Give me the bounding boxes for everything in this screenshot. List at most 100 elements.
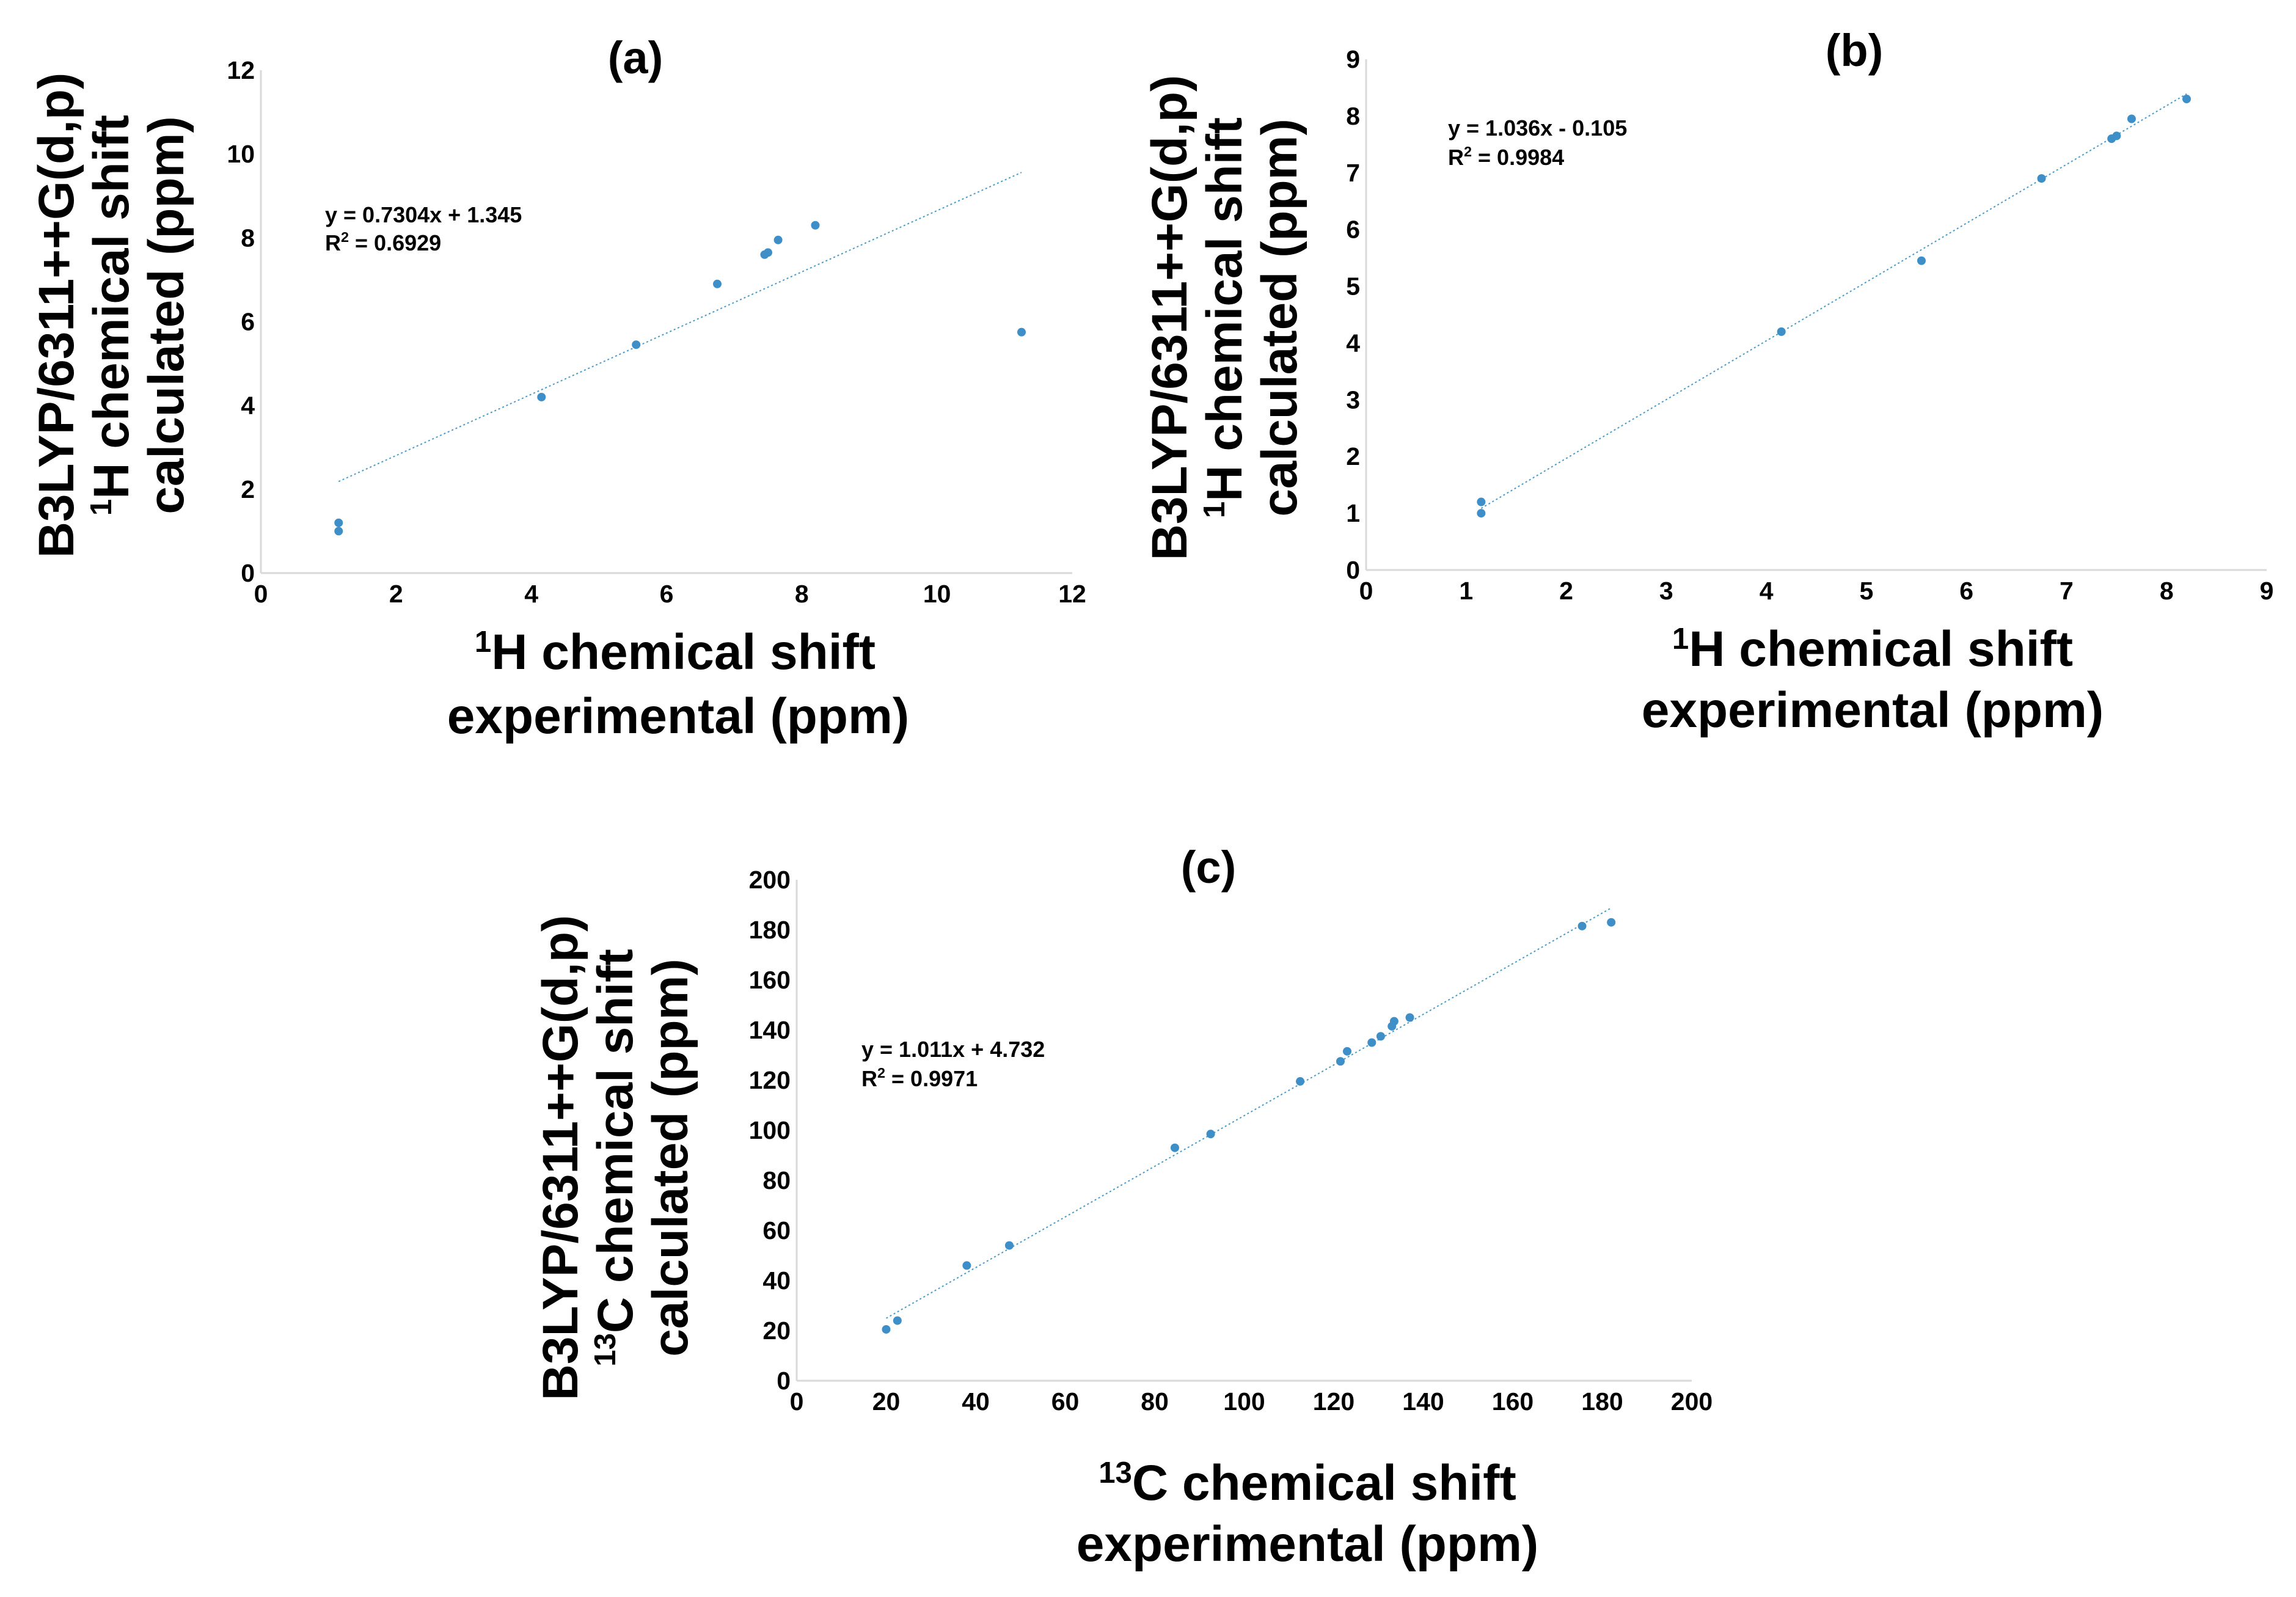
data-point	[537, 392, 546, 401]
x-tick-label: 80	[1141, 1387, 1169, 1416]
data-point	[811, 221, 820, 230]
x-tick-label: 1	[1459, 577, 1473, 605]
y-tick-label: 3	[1346, 386, 1360, 414]
r-squared-c-sup: 2	[877, 1065, 885, 1081]
data-point	[893, 1316, 902, 1325]
data-point	[632, 340, 641, 349]
data-point	[2127, 114, 2136, 123]
y-axis-label-b-line1: B3LYP/6311++G(d,p)	[1142, 75, 1197, 561]
y-tick-label: 6	[1346, 216, 1360, 244]
data-points-c	[882, 918, 1616, 1334]
y-tick-label: 60	[762, 1216, 791, 1244]
x-ticks-a: 0 2 4 6 8 10 12	[254, 580, 1086, 608]
y-tick-label: 9	[1346, 45, 1360, 73]
x-tick-label: 0	[790, 1387, 804, 1416]
y-axis-label-a-rest: H chemical shift	[84, 115, 139, 499]
y-tick-label: 0	[1346, 556, 1360, 584]
y-axis-label-b-rest: H chemical shift	[1197, 117, 1252, 502]
x-axis-label-b-sup: 1	[1672, 622, 1689, 656]
data-point	[1477, 509, 1486, 518]
x-tick-label: 6	[660, 580, 674, 608]
y-tick-label: 2	[1346, 442, 1360, 470]
trendline-line	[886, 907, 1612, 1319]
trendline-line	[1480, 93, 2187, 509]
trendline-line	[338, 172, 1022, 483]
x-axis-label-a-rest: H chemical shift	[491, 624, 876, 680]
r-squared-a: R2 = 0.6929	[325, 229, 441, 255]
chart-title-b: (b)	[1826, 25, 1884, 76]
x-tick-label: 12	[1058, 580, 1086, 608]
x-tick-label: 200	[1671, 1387, 1713, 1416]
x-tick-label: 10	[923, 580, 951, 608]
y-axis-label-c-line1: B3LYP/6311++G(d,p)	[533, 915, 588, 1401]
x-ticks-b: 0 1 2 3 4 5 6 7 8 9	[1359, 577, 2274, 605]
y-tick-label: 0	[777, 1367, 791, 1395]
y-tick-label: 6	[241, 308, 255, 336]
chart-title-c: (c)	[1181, 842, 1236, 893]
y-ticks-c: 0 20 40 60 80 100 120 140 160 180 200	[749, 866, 791, 1395]
x-axis-label-c-line1: 13C chemical shift	[1099, 1455, 1516, 1511]
equation-c: y = 1.011x + 4.732	[861, 1037, 1045, 1062]
x-axis-label-c-line2: experimental (ppm)	[1077, 1516, 1538, 1572]
data-point	[1336, 1057, 1345, 1066]
y-axis-label-c: B3LYP/6311++G(d,p) 13C chemical shift ca…	[533, 915, 698, 1401]
y-tick-label: 160	[749, 966, 791, 994]
x-tick-label: 3	[1659, 577, 1673, 605]
y-axis-label-c-sup: 13	[588, 1333, 622, 1367]
y-axis-label-a-line1: B3LYP/6311++G(d,p)	[29, 73, 84, 558]
r-squared-b-prefix: R	[1448, 145, 1464, 170]
data-point	[1477, 497, 1486, 506]
x-tick-label: 180	[1581, 1387, 1623, 1416]
y-tick-label: 10	[227, 140, 255, 168]
y-tick-label: 5	[1346, 272, 1360, 301]
equation-a: y = 0.7304x + 1.345	[325, 202, 522, 227]
y-tick-label: 80	[762, 1166, 791, 1194]
x-axis-label-c-sup: 13	[1099, 1456, 1132, 1489]
data-point	[1206, 1130, 1215, 1139]
x-tick-label: 2	[389, 580, 403, 608]
data-point	[1917, 256, 1926, 265]
data-point	[764, 248, 772, 257]
y-tick-label: 2	[241, 475, 255, 503]
data-point	[1777, 327, 1786, 336]
data-point	[1376, 1032, 1385, 1041]
y-tick-label: 12	[227, 56, 255, 84]
data-point	[334, 518, 343, 527]
data-point	[1578, 921, 1587, 930]
x-tick-label: 100	[1223, 1387, 1265, 1416]
x-axis-label-b-line1: 1H chemical shift	[1672, 621, 2073, 677]
r-squared-a-value: = 0.6929	[349, 230, 441, 255]
y-axis-label-b-sup: 1	[1197, 502, 1231, 518]
x-tick-label: 140	[1402, 1387, 1444, 1416]
data-point	[2112, 131, 2121, 141]
r-squared-c-prefix: R	[861, 1066, 877, 1091]
data-point	[1170, 1143, 1179, 1152]
x-axis-label-a-line1: 1H chemical shift	[475, 624, 876, 680]
r-squared-c-value: = 0.9971	[885, 1066, 978, 1091]
chart-panel-b: (b) B3LYP/6311++G(d,p) 1H chemical shift…	[1142, 25, 2273, 738]
x-tick-label: 5	[1859, 577, 1873, 605]
chart-panel-c: (c) B3LYP/6311++G(d,p) 13C chemical shif…	[533, 842, 1713, 1572]
y-tick-label: 20	[762, 1317, 791, 1345]
y-tick-label: 140	[749, 1016, 791, 1044]
y-tick-label: 120	[749, 1066, 791, 1094]
y-axis-label-a: B3LYP/6311++G(d,p) 1H chemical shift cal…	[29, 73, 194, 558]
y-tick-label: 7	[1346, 159, 1360, 187]
data-point	[1017, 327, 1026, 337]
trendline-c	[886, 907, 1612, 1319]
x-tick-label: 2	[1559, 577, 1573, 605]
x-tick-label: 0	[1359, 577, 1373, 605]
x-axis-label-c-rest: C chemical shift	[1132, 1455, 1516, 1511]
x-tick-label: 120	[1313, 1387, 1355, 1416]
y-tick-label: 100	[749, 1116, 791, 1144]
data-point	[962, 1261, 971, 1270]
x-tick-label: 0	[254, 580, 268, 608]
r-squared-b-value: = 0.9984	[1472, 145, 1564, 170]
r-squared-b: R2 = 0.9984	[1448, 144, 1564, 170]
data-points-a	[334, 221, 1026, 536]
data-point	[334, 527, 343, 536]
y-tick-label: 4	[241, 392, 255, 420]
y-tick-label: 200	[749, 866, 791, 894]
x-axis-label-a-sup: 1	[475, 625, 491, 659]
